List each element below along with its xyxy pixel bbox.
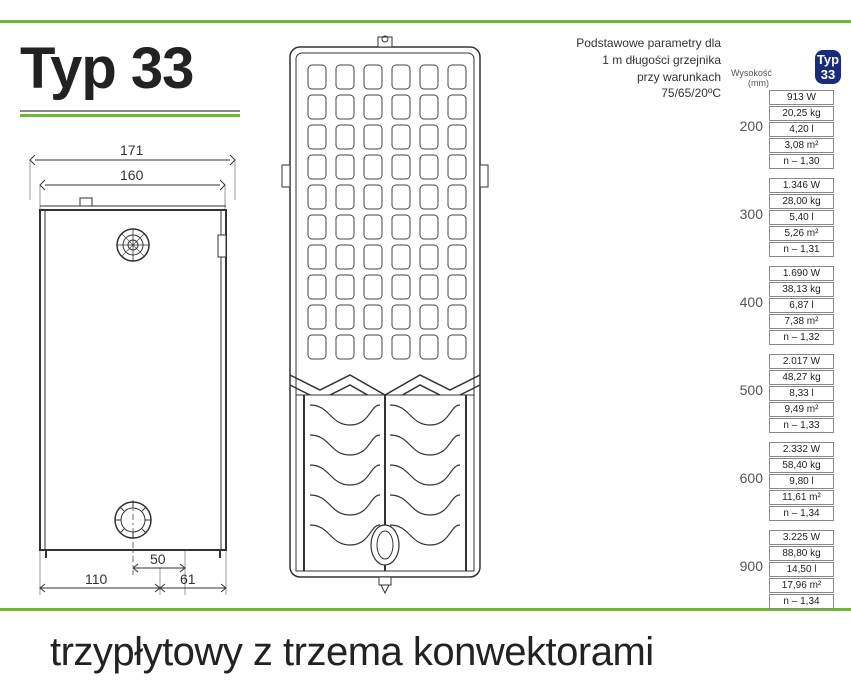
side-dimension-diagram: 171 160 50 xyxy=(20,140,245,600)
spec-cell: n – 1,32 xyxy=(769,330,834,345)
spec-cell: 48,27 kg xyxy=(769,370,834,385)
spec-cell: 3,08 m² xyxy=(769,138,834,153)
spec-cell: n – 1,33 xyxy=(769,418,834,433)
spec-cell: 4,20 l xyxy=(769,122,834,137)
spec-cell: n – 1,30 xyxy=(769,154,834,169)
spec-cell: 3.225 W xyxy=(769,530,834,545)
spec-cell: 7,38 m² xyxy=(769,314,834,329)
spec-cell: 88,80 kg xyxy=(769,546,834,561)
spec-cell: 5,26 m² xyxy=(769,226,834,241)
spec-cell: 58,40 kg xyxy=(769,458,834,473)
spec-table: Wysokość (mm) Typ 33 200913 W20,25 kg4,2… xyxy=(731,50,841,618)
spec-cell: n – 1,34 xyxy=(769,594,834,609)
spec-cell: 9,80 l xyxy=(769,474,834,489)
type-title: Typ 33 xyxy=(20,35,193,102)
spec-height-label: 500 xyxy=(731,354,769,398)
spec-group: 9003.225 W88,80 kg14,50 l17,96 m²n – 1,3… xyxy=(731,530,841,610)
spec-cell: 8,33 l xyxy=(769,386,834,401)
front-radiator-diagram xyxy=(260,35,510,595)
spec-cell: 2.332 W xyxy=(769,442,834,457)
dim-outer-width: 171 xyxy=(120,142,144,158)
bottom-green-line xyxy=(0,608,851,611)
spec-height-label: 400 xyxy=(731,266,769,310)
params-line2: 1 m długości grzejnika xyxy=(531,52,721,69)
spec-cell: 14,50 l xyxy=(769,562,834,577)
subtitle: trzypłytowy z trzema konwektorami xyxy=(50,630,654,675)
spec-cell: 9,49 m² xyxy=(769,402,834,417)
spec-cell: 6,87 l xyxy=(769,298,834,313)
spec-cell: 1.690 W xyxy=(769,266,834,281)
dim-bottom-right: 61 xyxy=(180,571,196,587)
spec-cell: 2.017 W xyxy=(769,354,834,369)
spec-group: 200913 W20,25 kg4,20 l3,08 m²n – 1,30 xyxy=(731,90,841,170)
spec-height-label: 600 xyxy=(731,442,769,486)
spec-cell: 11,61 m² xyxy=(769,490,834,505)
parameters-description: Podstawowe parametry dla 1 m długości gr… xyxy=(531,35,721,102)
spec-type-badge: Typ 33 xyxy=(815,50,841,84)
spec-height-label: 300 xyxy=(731,178,769,222)
title-underline xyxy=(20,110,240,112)
dim-bottom-left: 110 xyxy=(85,571,108,587)
spec-cell: 28,00 kg xyxy=(769,194,834,209)
params-line3: przy warunkach xyxy=(531,69,721,86)
spec-height-header: Wysokość (mm) xyxy=(731,68,773,88)
spec-cell: 913 W xyxy=(769,90,834,105)
dim-center-offset: 50 xyxy=(150,551,166,567)
spec-cell: n – 1,31 xyxy=(769,242,834,257)
spec-group: 5002.017 W48,27 kg8,33 l9,49 m²n – 1,33 xyxy=(731,354,841,434)
spec-cell: n – 1,34 xyxy=(769,506,834,521)
spec-group: 6002.332 W58,40 kg9,80 l11,61 m²n – 1,34 xyxy=(731,442,841,522)
params-line4: 75/65/20ºC xyxy=(531,85,721,102)
top-green-line xyxy=(0,20,851,23)
spec-group: 4001.690 W38,13 kg6,87 l7,38 m²n – 1,32 xyxy=(731,266,841,346)
title-green-underline xyxy=(20,114,240,117)
spec-cell: 20,25 kg xyxy=(769,106,834,121)
spec-height-label: 200 xyxy=(731,90,769,134)
dim-inner-width: 160 xyxy=(120,167,144,183)
spec-cell: 17,96 m² xyxy=(769,578,834,593)
spec-cell: 5,40 l xyxy=(769,210,834,225)
spec-cell: 1.346 W xyxy=(769,178,834,193)
spec-cell: 38,13 kg xyxy=(769,282,834,297)
spec-group: 3001.346 W28,00 kg5,40 l5,26 m²n – 1,31 xyxy=(731,178,841,258)
params-line1: Podstawowe parametry dla xyxy=(531,35,721,52)
spec-height-label: 900 xyxy=(731,530,769,574)
